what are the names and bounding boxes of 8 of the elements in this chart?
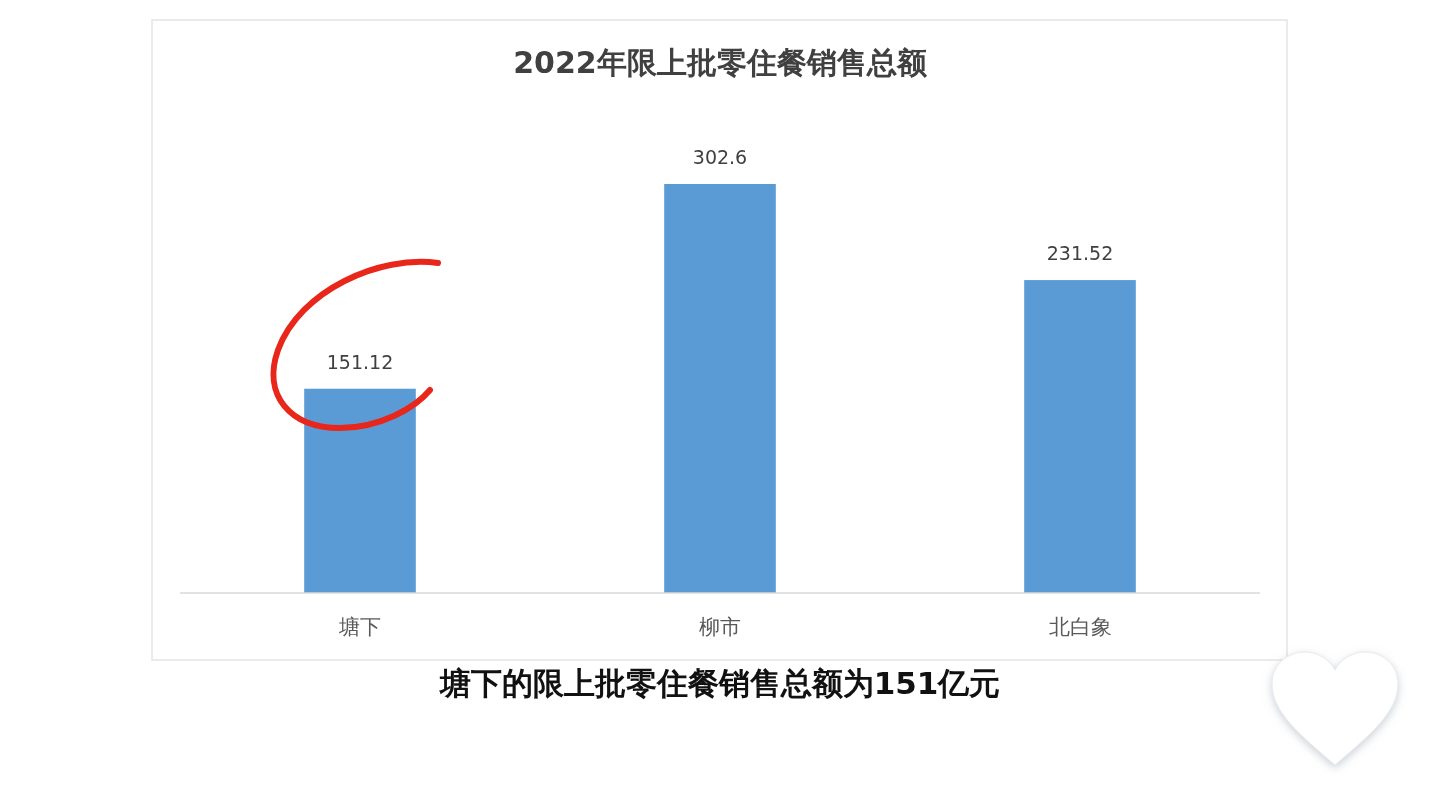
data-label: 302.6 <box>692 146 748 168</box>
text: 塘下的限上批零住餐销售总额为151亿元 <box>437 665 1001 701</box>
chart-title: 2022年限上批零住餐销售总额 <box>513 44 927 80</box>
data-label: 231.52 <box>1046 242 1114 265</box>
x-tick-label: 塘下 <box>338 615 381 639</box>
x-tick-label: 北白象 <box>1048 615 1112 639</box>
data-label: 151.12 <box>326 350 394 373</box>
x-tick-label: 柳市 <box>699 615 741 639</box>
